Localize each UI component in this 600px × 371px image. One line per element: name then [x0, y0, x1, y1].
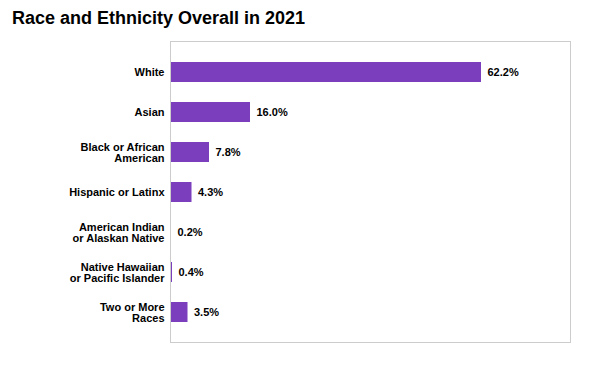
svg-text:Native Hawaiianor Pacific Isla: Native Hawaiianor Pacific Islander: [70, 261, 165, 284]
svg-text:Hispanic or Latinx: Hispanic or Latinx: [69, 186, 165, 198]
svg-text:Black or AfricanAmerican: Black or AfricanAmerican: [81, 141, 165, 164]
svg-text:16.0%: 16.0%: [257, 106, 288, 118]
svg-text:American Indianor Alaskan Nati: American Indianor Alaskan Native: [73, 221, 165, 244]
svg-text:White: White: [135, 66, 165, 78]
svg-text:4.3%: 4.3%: [198, 186, 223, 198]
svg-text:Asian: Asian: [135, 106, 165, 118]
svg-text:3.5%: 3.5%: [194, 306, 219, 318]
svg-text:7.8%: 7.8%: [216, 146, 241, 158]
svg-text:Two or MoreRaces: Two or MoreRaces: [100, 301, 165, 324]
svg-text:0.2%: 0.2%: [178, 226, 203, 238]
svg-text:0.4%: 0.4%: [179, 266, 204, 278]
svg-text:62.2%: 62.2%: [488, 66, 519, 78]
html-text:Race and Ethnicity Overall in: Race and Ethnicity Overall in 2021: [12, 8, 306, 28]
